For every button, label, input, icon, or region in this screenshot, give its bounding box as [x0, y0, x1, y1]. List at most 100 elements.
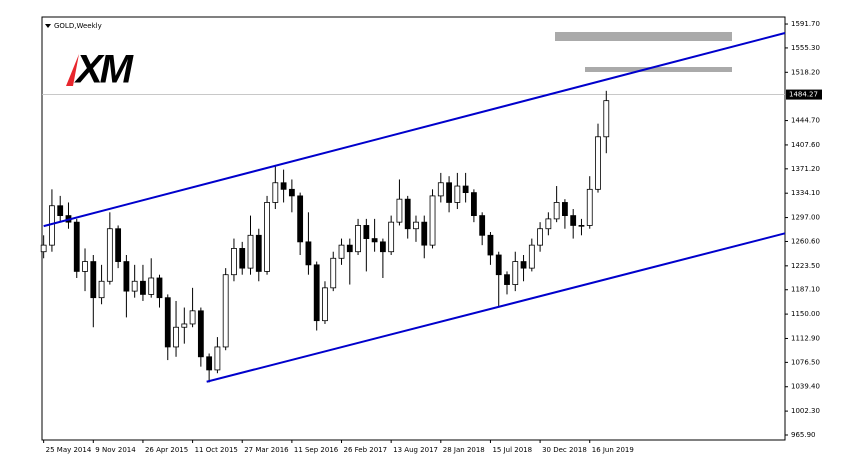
- candle-body: [537, 228, 543, 246]
- candle-body: [429, 195, 436, 246]
- candle-body: [479, 215, 486, 236]
- candle-body: [595, 136, 601, 190]
- chart-title: GOLD,Weekly: [54, 22, 102, 30]
- candle-body: [413, 221, 419, 230]
- y-tick-label: 1518.20: [791, 68, 820, 76]
- x-tick-label: 13 Aug 2017: [393, 446, 438, 454]
- trendline: [43, 32, 786, 228]
- candle-body: [520, 261, 527, 269]
- candle-body: [288, 188, 295, 197]
- menu-arrow: [45, 24, 51, 28]
- candle-body: [173, 326, 179, 348]
- x-tick-label: 30 Dec 2018: [542, 446, 587, 454]
- candle-body: [214, 346, 221, 371]
- candle-body: [106, 228, 113, 282]
- candle-body: [305, 241, 312, 266]
- y-tick-label: 1187.10: [791, 286, 820, 294]
- x-tick-label: 16 Jun 2019: [592, 446, 634, 454]
- candle-body: [528, 244, 535, 269]
- candle-body: [371, 238, 378, 243]
- candle-body: [586, 188, 593, 226]
- candle-body: [181, 323, 188, 328]
- candle-body: [338, 244, 345, 259]
- x-tick-label: 28 Jan 2018: [443, 446, 485, 454]
- x-tick-label: 27 Mar 2016: [244, 446, 289, 454]
- logo: XM: [74, 48, 135, 92]
- candle-body: [40, 244, 47, 253]
- trendline: [206, 232, 786, 383]
- y-tick-label: 1002.30: [791, 407, 820, 415]
- candle-body: [363, 225, 370, 239]
- last-price-label: 1484.27: [789, 91, 818, 99]
- candle-body: [222, 274, 229, 348]
- x-tick-label: 25 May 2014: [46, 446, 92, 454]
- candle-body: [322, 287, 328, 322]
- candle-body: [379, 241, 386, 253]
- candle-body: [82, 261, 88, 272]
- candle-body: [545, 218, 552, 230]
- logo-mark: [66, 54, 79, 86]
- candle-body: [140, 280, 146, 295]
- y-tick-label: 1076.50: [791, 358, 820, 366]
- x-tick-label: 11 Sep 2016: [294, 446, 339, 454]
- candle-body: [562, 202, 568, 216]
- candle-body: [156, 277, 163, 299]
- candle-body: [512, 261, 519, 285]
- y-tick-label: 1112.90: [791, 334, 820, 342]
- candle-body: [255, 234, 262, 272]
- candle-body: [470, 192, 477, 216]
- hidden-object: [555, 32, 732, 41]
- candle-body: [247, 234, 254, 269]
- x-tick-label: 26 Feb 2017: [344, 446, 388, 454]
- candle-body: [553, 202, 560, 220]
- candle-body: [148, 277, 155, 295]
- x-tick-label: 9 Nov 2014: [95, 446, 136, 454]
- candle-body: [73, 221, 80, 272]
- y-tick-label: 1150.00: [791, 310, 820, 318]
- candle-body: [131, 280, 138, 292]
- last-price-box: [786, 89, 822, 100]
- y-tick-label: 1334.10: [791, 189, 820, 197]
- y-tick-label: 1371.20: [791, 165, 820, 173]
- y-tick-label: 1223.50: [791, 262, 820, 270]
- candle-body: [421, 221, 428, 246]
- candle-body: [462, 185, 469, 194]
- candle-body: [346, 244, 353, 253]
- candle-body: [297, 195, 304, 243]
- candle-body: [570, 215, 577, 226]
- candle-body: [388, 221, 395, 253]
- candle-body: [272, 182, 279, 203]
- candle-body: [90, 261, 97, 299]
- y-tick-label: 1591.70: [791, 20, 820, 28]
- candle-body: [355, 225, 361, 253]
- y-tick-label: 1260.60: [791, 237, 820, 245]
- hidden-object: [585, 67, 732, 72]
- candle-body: [330, 257, 337, 289]
- y-tick-label: 1407.60: [791, 141, 820, 149]
- y-tick-label: 1297.00: [791, 214, 820, 222]
- candle-body: [504, 274, 510, 285]
- candle-body: [446, 182, 452, 203]
- candle-body: [437, 182, 444, 197]
- y-tick-label: 1039.40: [791, 383, 820, 391]
- candle-body: [98, 280, 105, 299]
- y-tick-label: 965.90: [791, 431, 816, 439]
- candle-body: [487, 234, 494, 256]
- candle-body: [164, 297, 171, 348]
- candle-body: [197, 310, 204, 358]
- candle-body: [206, 356, 213, 371]
- candle-body: [231, 248, 237, 276]
- candle-body: [396, 198, 403, 223]
- y-tick-label: 1444.70: [791, 117, 820, 125]
- candle-body: [603, 100, 610, 138]
- candle-body: [264, 202, 270, 272]
- x-tick-label: 11 Oct 2015: [195, 446, 238, 454]
- x-tick-label: 15 Jul 2018: [492, 446, 532, 454]
- candle-body: [454, 185, 461, 203]
- y-tick-label: 1555.30: [791, 44, 820, 52]
- candle-body: [280, 182, 287, 190]
- candle-body: [115, 228, 122, 262]
- candle-body: [239, 248, 246, 269]
- x-tick-label: 26 Apr 2015: [145, 446, 188, 454]
